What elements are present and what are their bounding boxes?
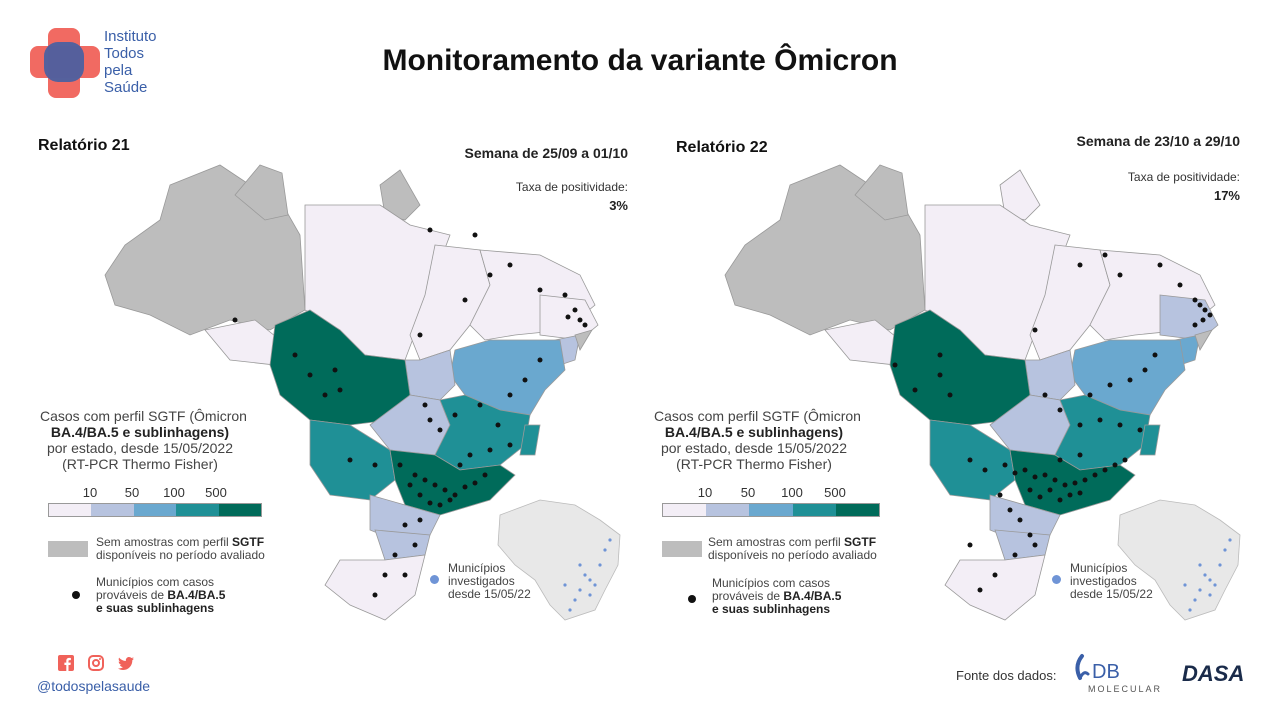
investigated-dot-swatch xyxy=(1052,575,1061,584)
state-alagoas xyxy=(1194,329,1213,351)
state-espirito-santo xyxy=(1139,424,1161,456)
legend-title-line: BA.4/BA.5 e sublinhagens) xyxy=(664,424,844,440)
municipality-legend: Municípios com casos prováveis de BA.4/B… xyxy=(96,575,226,615)
dasa-logo-text: DASA xyxy=(1182,661,1244,686)
logo-line: Instituto xyxy=(104,28,157,45)
positivity-label: Taxa de positividade: xyxy=(515,180,628,194)
report-panel-21: Relatório 21 Semana de 25/09 a 01/10 Tax… xyxy=(20,125,640,630)
scale-label: 500 xyxy=(824,485,846,500)
legend-title-line: (RT-PCR Thermo Fisher) xyxy=(676,456,832,472)
state-alagoas xyxy=(574,329,593,351)
no-sample-swatch xyxy=(48,541,88,557)
brazil-map-report-22 xyxy=(724,164,1241,621)
db-logo-sub: MOLECULAR xyxy=(1088,684,1162,694)
no-sample-legend: Sem amostras com perfil SGTF disponíveis… xyxy=(708,535,877,562)
data-source-label: Fonte dos dados: xyxy=(956,668,1057,683)
report-label: Relatório 21 xyxy=(38,137,130,154)
db-molecular-logo-icon: DB MOLECULAR xyxy=(1075,654,1162,694)
legend-title-line: (RT-PCR Thermo Fisher) xyxy=(62,456,218,472)
state-espirito-santo xyxy=(519,424,541,456)
scale-label: 50 xyxy=(740,485,756,500)
positivity-label: Taxa de positividade: xyxy=(1127,170,1240,184)
page-title: Monitoramento da variante Ômicron xyxy=(382,44,898,77)
state-bahia xyxy=(449,339,566,416)
legend-title: Casos com perfil SGTF (Ômicron BA.4/BA.5… xyxy=(654,408,861,472)
legend-title-line: Casos com perfil SGTF (Ômicron xyxy=(40,408,247,424)
scale-label: 500 xyxy=(205,485,227,500)
dasa-logo-icon: DASA xyxy=(1182,661,1244,686)
scale-label: 100 xyxy=(781,485,803,500)
social-handle[interactable]: @todospelasaude xyxy=(37,678,151,694)
scale-labels: 10 50 100 500 xyxy=(48,485,260,501)
social-links xyxy=(58,655,134,671)
state-minas-gerais xyxy=(1054,394,1151,471)
investigated-legend: Municípios investigados desde 15/05/22 xyxy=(1070,561,1153,601)
inset-brazil-map xyxy=(497,499,621,621)
state-tocantins xyxy=(404,349,456,401)
legend-title-line: BA.4/BA.5 e sublinhagens) xyxy=(50,424,230,440)
scale-label: 10 xyxy=(697,485,713,500)
logo-line: Todos xyxy=(104,45,145,62)
legend-title-line: por estado, desde 15/05/2022 xyxy=(660,440,848,456)
legend-title: Casos com perfil SGTF (Ômicron BA.4/BA.5… xyxy=(40,408,247,472)
positivity-value: 17% xyxy=(1213,188,1240,203)
logo-text: Instituto Todos pela Saúde xyxy=(104,28,157,96)
positivity-value: 3% xyxy=(609,198,628,213)
state-rio-grande-do-sul xyxy=(944,554,1046,621)
scale-label: 100 xyxy=(163,485,185,500)
municipality-dot-swatch xyxy=(688,595,696,603)
investigated-legend: Municípios investigados desde 15/05/22 xyxy=(448,561,531,601)
legend-title-line: por estado, desde 15/05/2022 xyxy=(46,440,234,456)
logo-line: pela xyxy=(104,62,133,79)
municipality-legend: Municípios com casos prováveis de BA.4/B… xyxy=(712,576,842,616)
municipality-dots xyxy=(892,252,1213,593)
scale-label: 10 xyxy=(82,485,98,500)
instagram-icon[interactable] xyxy=(88,655,104,671)
municipality-dots xyxy=(232,227,588,598)
report-label: Relatório 22 xyxy=(676,139,768,156)
state-roraima xyxy=(854,164,909,221)
state-tocantins xyxy=(1024,349,1076,401)
state-rio-grande-do-sul xyxy=(324,554,426,621)
db-molecular-logo: DB MOLECULAR xyxy=(1072,652,1172,696)
state-minas-gerais xyxy=(434,394,531,471)
state-bahia xyxy=(1069,339,1186,416)
no-sample-legend: Sem amostras com perfil SGTF disponíveis… xyxy=(96,535,265,562)
state-roraima xyxy=(234,164,289,221)
municipality-dot-swatch xyxy=(72,591,80,599)
institute-logo: Instituto Todos pela Saúde xyxy=(30,28,180,100)
investigated-dot-swatch xyxy=(430,575,439,584)
week-range: Semana de 23/10 a 29/10 xyxy=(1076,133,1240,149)
color-scale-bar xyxy=(662,503,880,517)
color-scale-bar xyxy=(48,503,262,517)
twitter-icon[interactable] xyxy=(118,655,134,671)
facebook-icon[interactable] xyxy=(58,655,74,671)
cross-logo-icon xyxy=(30,28,100,98)
state-sao-paulo-rio xyxy=(389,449,516,516)
scale-label: 50 xyxy=(124,485,140,500)
scale-labels: 10 50 100 500 xyxy=(662,485,878,501)
inset-brazil-map xyxy=(1117,499,1241,621)
brazil-map-report-21 xyxy=(104,164,621,621)
legend-title-line: Casos com perfil SGTF (Ômicron xyxy=(654,408,861,424)
db-logo-text: DB xyxy=(1092,661,1120,683)
week-range: Semana de 25/09 a 01/10 xyxy=(464,145,628,161)
no-sample-swatch xyxy=(662,541,702,557)
report-panel-22: Relatório 22 Semana de 23/10 a 29/10 Tax… xyxy=(640,125,1260,630)
logo-line: Saúde xyxy=(104,79,148,96)
dasa-logo: DASA xyxy=(1180,660,1250,686)
